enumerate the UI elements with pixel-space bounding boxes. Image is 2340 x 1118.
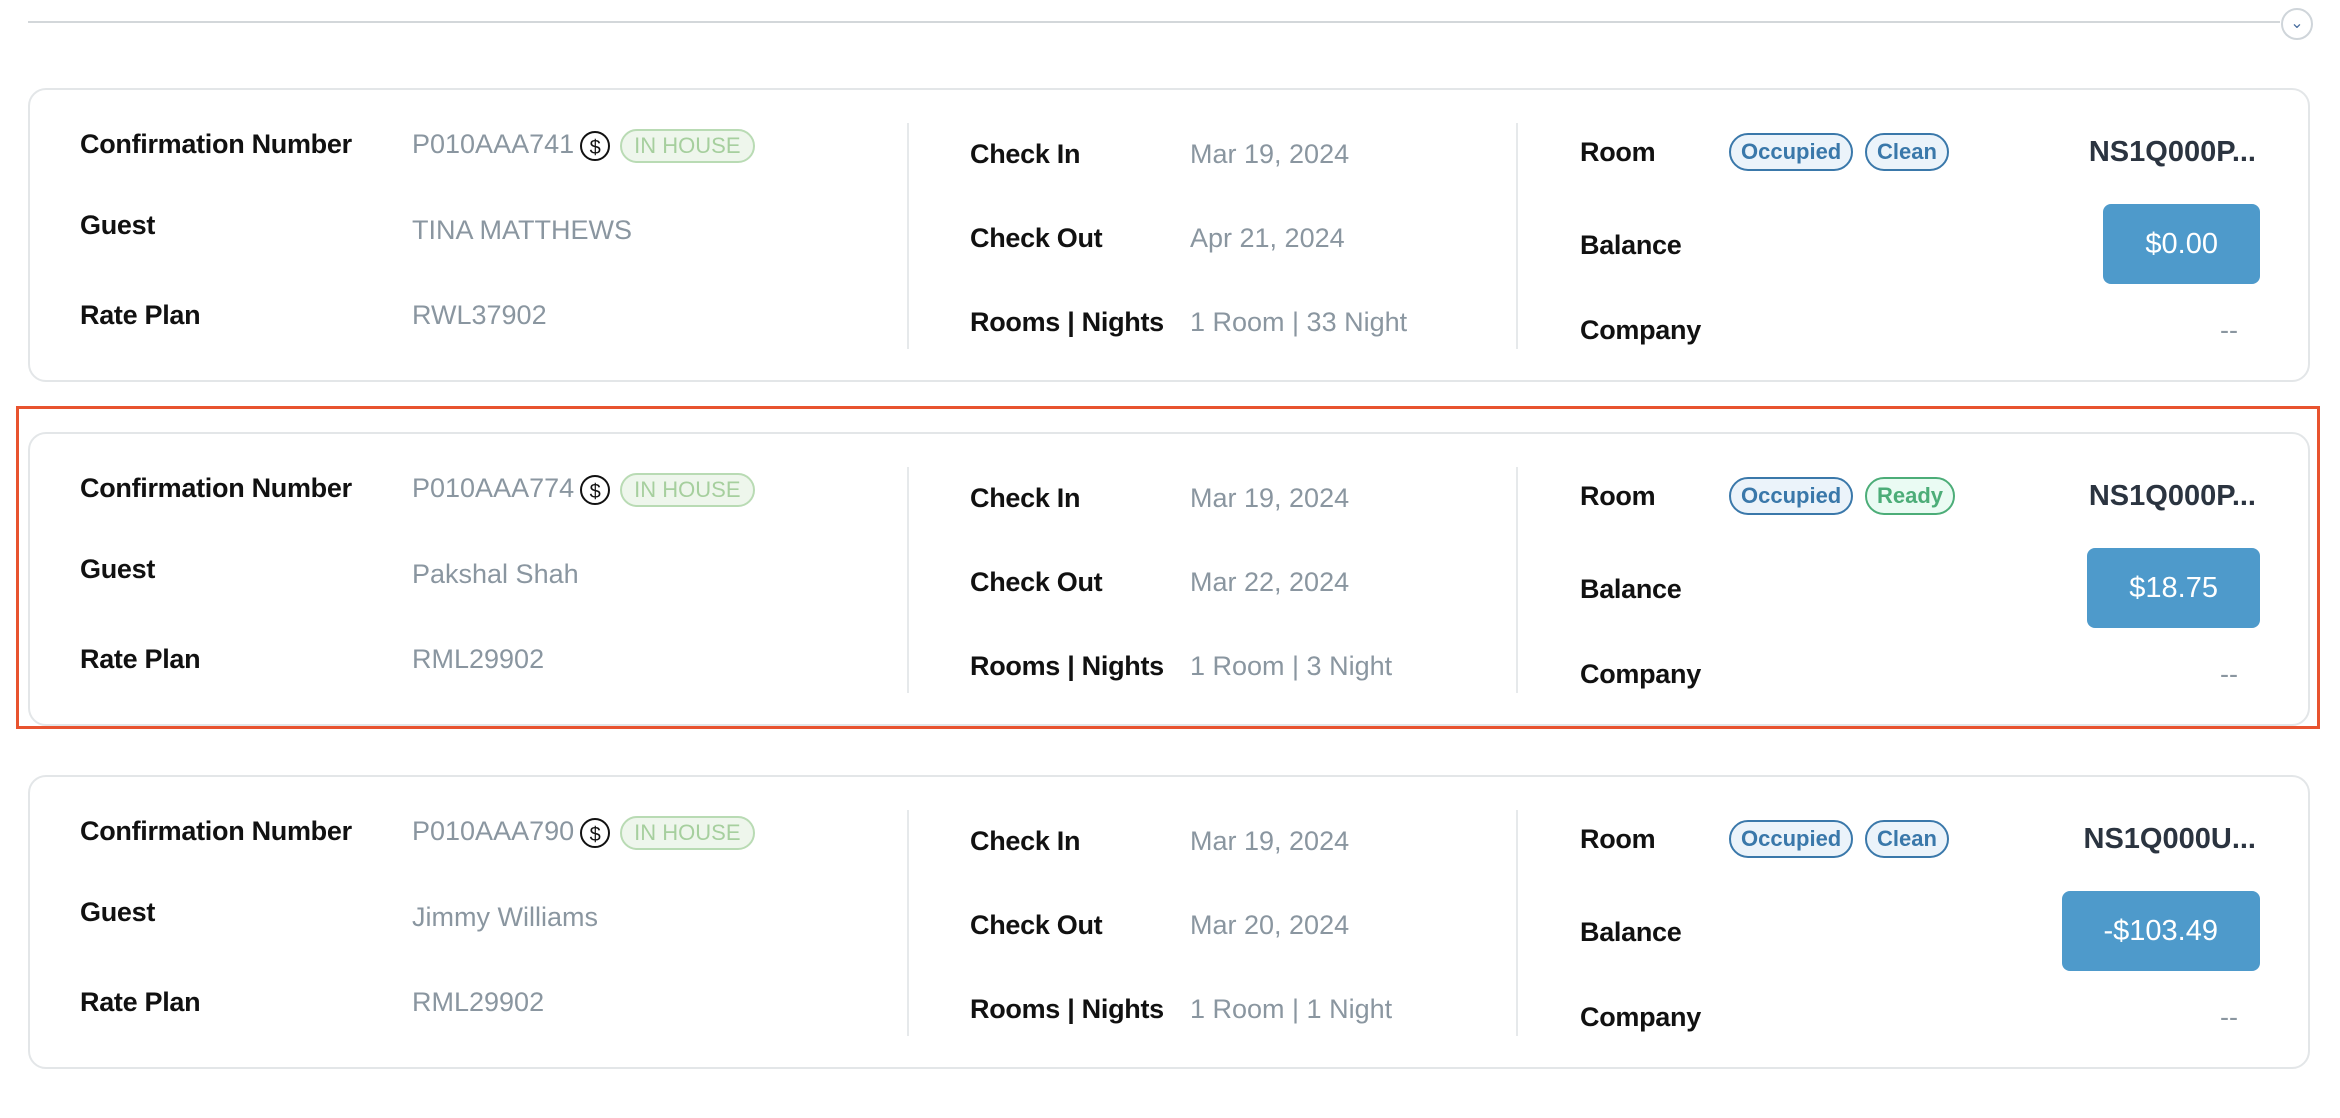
check-out-value: Mar 20, 2024 xyxy=(1190,910,1350,940)
guest-label: Guest xyxy=(80,897,156,927)
guest-value: Jimmy Williams xyxy=(412,902,598,932)
rooms-nights-label: Rooms | Nights xyxy=(970,307,1164,337)
guest-value: Pakshal Shah xyxy=(412,559,579,589)
rate-plan-label: Rate Plan xyxy=(80,644,201,674)
balance-button[interactable]: $0.00 xyxy=(2103,204,2260,284)
rate-plan-value: RML29902 xyxy=(412,644,545,674)
room-label: Room xyxy=(1580,824,1656,854)
rate-plan-label: Rate Plan xyxy=(80,987,201,1017)
dollar-circle-icon: $ xyxy=(580,130,611,161)
check-in-value: Mar 19, 2024 xyxy=(1190,139,1350,169)
occupancy-badge: Occupied xyxy=(1729,820,1854,858)
room-number[interactable]: NS1Q000P... xyxy=(2088,480,2256,512)
reservation-card[interactable]: Confirmation Number P010AAA741 $ IN HOUSE … xyxy=(28,88,2310,382)
section-divider xyxy=(28,21,2280,23)
balance-label: Balance xyxy=(1580,230,1682,260)
status-badge: IN HOUSE xyxy=(620,815,755,850)
room-label: Room xyxy=(1580,481,1656,511)
company-label: Company xyxy=(1580,315,1701,345)
dollar-circle-icon: $ xyxy=(580,817,611,848)
check-out-value: Apr 21, 2024 xyxy=(1190,223,1345,253)
check-in-label: Check In xyxy=(970,139,1081,169)
check-out-label: Check Out xyxy=(970,567,1103,597)
column-divider xyxy=(1516,123,1518,349)
company-label: Company xyxy=(1580,1002,1701,1032)
reservation-card[interactable]: Confirmation Number P010AAA790 $ IN HOUSE … xyxy=(28,775,2310,1069)
room-number[interactable]: NS1Q000P... xyxy=(2088,136,2256,168)
company-value: -- xyxy=(2220,659,2238,689)
status-badge: IN HOUSE xyxy=(620,472,755,507)
occupancy-badge: Occupied xyxy=(1729,477,1854,515)
rooms-nights-value: 1 Room | 33 Night xyxy=(1190,307,1408,337)
confirmation-number[interactable]: P010AAA774 xyxy=(412,473,575,503)
check-in-label: Check In xyxy=(970,483,1081,513)
check-out-value: Mar 22, 2024 xyxy=(1190,567,1350,597)
column-divider xyxy=(907,467,909,693)
check-in-value: Mar 19, 2024 xyxy=(1190,483,1350,513)
room-label: Room xyxy=(1580,137,1656,167)
balance-label: Balance xyxy=(1580,574,1682,604)
check-out-label: Check Out xyxy=(970,223,1103,253)
status-badge: IN HOUSE xyxy=(620,128,755,163)
rate-plan-value: RWL37902 xyxy=(412,300,547,330)
company-label: Company xyxy=(1580,659,1701,689)
column-divider xyxy=(907,123,909,349)
confirmation-number[interactable]: P010AAA790 xyxy=(412,816,575,846)
rooms-nights-value: 1 Room | 1 Night xyxy=(1190,994,1393,1024)
check-in-label: Check In xyxy=(970,826,1081,856)
rate-plan-value: RML29902 xyxy=(412,987,545,1017)
confirmation-value: P010AAA774 $ IN HOUSE xyxy=(412,471,755,507)
check-in-value: Mar 19, 2024 xyxy=(1190,826,1350,856)
dollar-circle-icon: $ xyxy=(580,474,611,505)
reservation-card[interactable]: Confirmation Number P010AAA774 $ IN HOUSE … xyxy=(28,432,2310,726)
balance-label: Balance xyxy=(1580,917,1682,947)
guest-label: Guest xyxy=(80,210,156,240)
confirmation-label: Confirmation Number xyxy=(80,816,352,846)
rooms-nights-label: Rooms | Nights xyxy=(970,994,1164,1024)
housekeeping-badge: Ready xyxy=(1865,477,1956,515)
guest-value: TINA MATTHEWS xyxy=(412,215,632,245)
confirmation-label: Confirmation Number xyxy=(80,473,352,503)
housekeeping-badge: Clean xyxy=(1865,133,1949,171)
rooms-nights-label: Rooms | Nights xyxy=(970,651,1164,681)
collapse-chevron-button[interactable]: ⌄ xyxy=(2281,8,2313,40)
housekeeping-badge: Clean xyxy=(1865,820,1949,858)
company-value: -- xyxy=(2220,315,2238,345)
rooms-nights-value: 1 Room | 3 Night xyxy=(1190,651,1393,681)
balance-button[interactable]: $18.75 xyxy=(2087,548,2260,628)
company-value: -- xyxy=(2220,1002,2238,1032)
confirmation-label: Confirmation Number xyxy=(80,129,352,159)
chevron-down-icon: ⌄ xyxy=(2290,15,2304,32)
balance-button[interactable]: -$103.49 xyxy=(2061,891,2260,971)
confirmation-number[interactable]: P010AAA741 xyxy=(412,129,575,159)
occupancy-badge: Occupied xyxy=(1729,133,1854,171)
column-divider xyxy=(1516,467,1518,693)
room-number[interactable]: NS1Q000U... xyxy=(2083,823,2256,855)
check-out-label: Check Out xyxy=(970,910,1103,940)
rate-plan-label: Rate Plan xyxy=(80,300,201,330)
confirmation-value: P010AAA741 $ IN HOUSE xyxy=(412,127,755,163)
column-divider xyxy=(907,810,909,1036)
column-divider xyxy=(1516,810,1518,1036)
confirmation-value: P010AAA790 $ IN HOUSE xyxy=(412,814,755,850)
guest-label: Guest xyxy=(80,554,156,584)
